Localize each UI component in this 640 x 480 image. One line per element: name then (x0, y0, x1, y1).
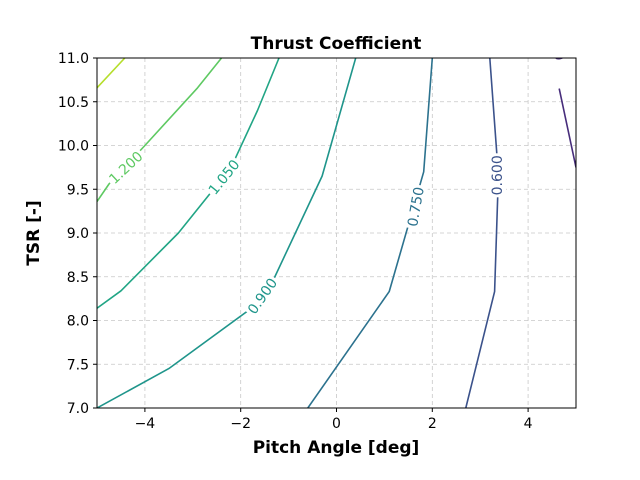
contour-label-group: 0.450 (544, 20, 570, 64)
x-axis-label: Pitch Angle [deg] (253, 438, 420, 458)
x-axis-ticks: −4 −2 0 2 4 (135, 408, 533, 432)
y-tick-label: 7.5 (67, 357, 89, 373)
contour-labels: 1.200 1.050 0.900 0.750 0.600 0.450 (103, 20, 570, 320)
contour-line (465, 58, 500, 408)
x-tick-label: 4 (524, 416, 533, 432)
x-tick-label: 0 (332, 416, 341, 432)
contour-line (97, 58, 223, 202)
y-tick-label: 7.0 (67, 401, 89, 417)
y-axis-label: TSR [-] (24, 200, 44, 265)
x-tick-label: 2 (428, 416, 437, 432)
x-tick-label: −4 (135, 416, 156, 432)
contour-line (307, 58, 434, 408)
y-tick-label: 9.0 (67, 226, 89, 242)
y-tick-label: 10.0 (58, 139, 89, 155)
contour-line (97, 58, 126, 89)
contour-label-group: 1.050 (203, 154, 245, 200)
y-tick-label: 8.0 (67, 314, 89, 330)
contour-label-gap (488, 153, 506, 198)
contour-label-group: 0.750 (402, 183, 429, 230)
y-tick-label: 11.0 (58, 51, 89, 67)
contour-label-group: 0.900 (242, 272, 283, 320)
contour-line (558, 88, 576, 168)
y-tick-label: 9.5 (67, 182, 89, 198)
contour-label: 0.450 (544, 20, 567, 62)
y-axis-ticks: 7.0 7.5 8.0 8.5 9.0 9.5 10.0 10.5 11.0 (58, 51, 97, 417)
contour-label: 0.600 (490, 155, 506, 195)
contour-label-group: 0.600 (488, 153, 506, 198)
contour-label-group: 1.200 (103, 145, 148, 189)
contour-label-gap (103, 145, 148, 189)
chart-title: Thrust Coefficient (251, 34, 422, 54)
contour-label-gap (203, 154, 245, 200)
grid (97, 57, 576, 409)
contour-label-gap (544, 58, 570, 64)
contour-lines (97, 58, 576, 408)
contour-label: 0.750 (405, 186, 428, 228)
contour-label: 0.900 (245, 276, 281, 318)
contour-label-gap (402, 183, 429, 230)
y-tick-label: 8.5 (67, 270, 89, 286)
contour-label-gap (242, 272, 283, 320)
contour-line (97, 58, 280, 309)
x-tick-label: −2 (230, 416, 251, 432)
y-tick-label: 10.5 (58, 95, 89, 111)
